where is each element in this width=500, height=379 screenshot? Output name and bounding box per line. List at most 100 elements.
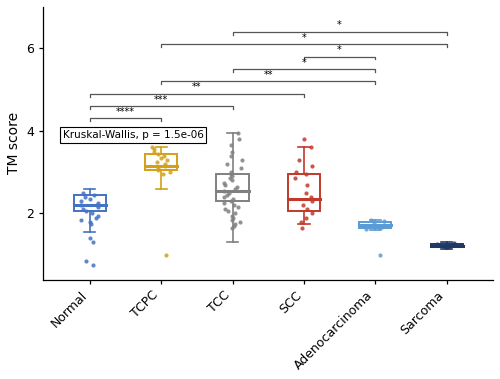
Point xyxy=(80,190,88,196)
Point xyxy=(450,240,458,246)
Point xyxy=(77,198,85,204)
Point xyxy=(162,161,170,167)
Point xyxy=(308,198,316,204)
Point xyxy=(87,221,95,227)
Point xyxy=(238,157,246,163)
Point xyxy=(220,194,228,200)
Point xyxy=(308,210,316,216)
Text: **: ** xyxy=(192,83,202,92)
Text: *: * xyxy=(337,45,342,55)
Point xyxy=(298,225,306,231)
Point xyxy=(222,206,230,212)
Text: ***: *** xyxy=(154,95,168,105)
Point xyxy=(228,217,236,223)
Text: *: * xyxy=(302,33,306,43)
Point xyxy=(368,217,376,223)
Point xyxy=(236,219,244,225)
Point xyxy=(300,136,308,142)
Bar xyxy=(288,174,320,211)
Point xyxy=(233,183,241,190)
Point xyxy=(82,208,90,215)
Point xyxy=(220,188,228,194)
Point xyxy=(237,165,245,171)
Point xyxy=(302,215,310,221)
Point xyxy=(221,182,229,188)
Point xyxy=(160,153,168,159)
Point xyxy=(161,163,169,169)
Point xyxy=(220,200,228,206)
Point xyxy=(234,204,242,210)
Point xyxy=(225,190,233,196)
Point xyxy=(228,149,235,155)
Point xyxy=(228,177,236,183)
Point xyxy=(82,258,90,264)
Point xyxy=(156,155,164,161)
Point xyxy=(82,194,90,200)
Bar xyxy=(430,244,462,247)
Point xyxy=(303,182,311,188)
Point xyxy=(228,173,236,179)
Point xyxy=(86,235,94,241)
Point xyxy=(227,169,235,175)
Point xyxy=(150,146,158,152)
Point xyxy=(94,204,102,210)
Point xyxy=(77,202,85,208)
Point xyxy=(362,226,370,232)
Point xyxy=(234,130,241,136)
Point xyxy=(308,163,316,169)
Point xyxy=(296,219,304,225)
Point xyxy=(148,144,156,150)
Point xyxy=(227,171,235,177)
Point xyxy=(306,194,314,200)
Point xyxy=(224,208,232,215)
Point xyxy=(380,222,388,228)
Point xyxy=(234,136,242,142)
Point xyxy=(378,224,386,230)
Point xyxy=(93,202,101,208)
Point xyxy=(230,221,238,227)
Point xyxy=(220,180,228,186)
Bar xyxy=(216,174,248,201)
Point xyxy=(162,252,170,258)
Point xyxy=(154,150,162,157)
Point xyxy=(89,240,97,246)
Point xyxy=(440,244,448,250)
Point xyxy=(307,144,315,150)
Point xyxy=(303,206,311,212)
Point xyxy=(227,198,235,204)
Text: **: ** xyxy=(264,70,273,80)
Text: Kruskal-Wallis, p = 1.5e-06: Kruskal-Wallis, p = 1.5e-06 xyxy=(62,130,204,140)
Point xyxy=(228,225,235,231)
Point xyxy=(229,196,237,202)
Point xyxy=(227,142,235,148)
Bar xyxy=(359,222,392,228)
Point xyxy=(166,169,174,175)
Point xyxy=(76,217,84,223)
Text: ****: **** xyxy=(116,107,135,117)
Point xyxy=(150,149,158,155)
Point xyxy=(160,171,168,177)
Point xyxy=(370,219,378,226)
Point xyxy=(226,153,234,159)
Point xyxy=(94,213,102,219)
Point xyxy=(154,165,162,171)
Point xyxy=(231,186,239,192)
Point xyxy=(434,241,442,247)
Point xyxy=(231,210,239,216)
Point xyxy=(444,244,452,251)
Point xyxy=(302,171,310,177)
Point xyxy=(230,223,238,229)
Point xyxy=(226,175,234,182)
Point xyxy=(375,225,383,231)
Point xyxy=(224,192,232,198)
Point xyxy=(446,243,454,249)
Point xyxy=(292,169,300,175)
Point xyxy=(94,200,102,206)
Point xyxy=(376,252,384,258)
Point xyxy=(90,192,98,198)
Point xyxy=(88,210,96,216)
Point xyxy=(291,175,299,182)
Point xyxy=(299,202,307,208)
Bar xyxy=(74,195,106,211)
Point xyxy=(302,190,310,196)
